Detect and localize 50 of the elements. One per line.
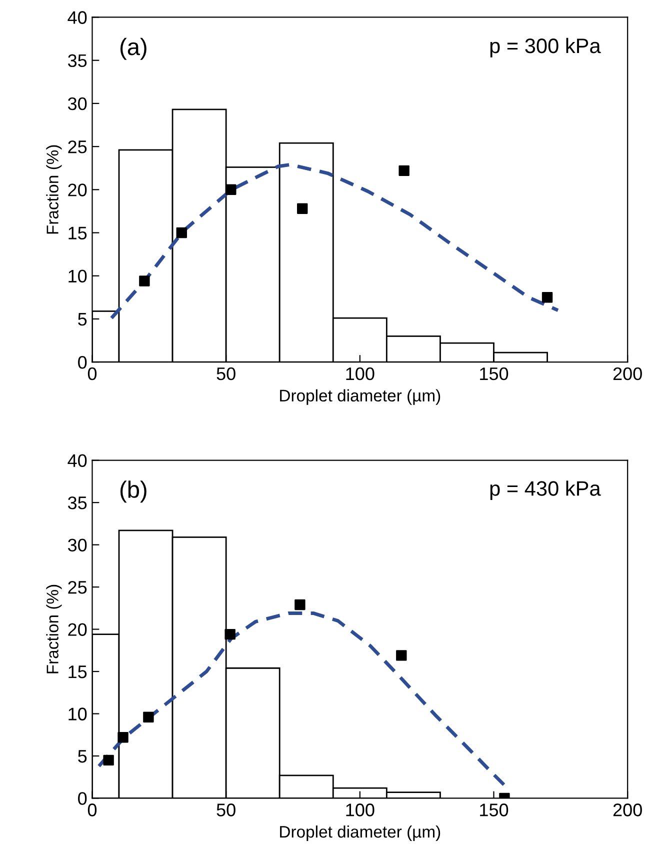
y-tick-label: 40: [68, 11, 87, 24]
x-tick-label: 50: [216, 804, 236, 816]
point: [176, 227, 187, 238]
x-tick-label: 100: [346, 367, 374, 380]
y-axis-title: Fraction (%): [46, 145, 62, 234]
point: [294, 599, 306, 610]
x-tick-label: 150: [480, 804, 508, 816]
annotation: (a): [120, 38, 146, 60]
annotation: (b): [120, 480, 146, 503]
x-tick-label: 0: [88, 804, 97, 816]
point: [118, 732, 128, 743]
x-tick-label: 50: [216, 367, 236, 380]
y-tick-label: 35: [68, 54, 87, 68]
point: [396, 650, 407, 661]
y-tick-label: 0: [78, 792, 87, 805]
point: [542, 292, 553, 303]
point: [143, 712, 154, 722]
line-series: [110, 162, 560, 320]
y-tick-label: 30: [68, 97, 87, 110]
y-tick-label: 30: [68, 538, 87, 552]
x-tick-label: 0: [88, 367, 97, 380]
y-tick-label: 10: [68, 708, 87, 720]
x-tick-label: 100: [346, 804, 374, 816]
y-tick-label: 5: [78, 750, 87, 763]
y-tick-label: 5: [78, 313, 87, 326]
point: [297, 203, 308, 214]
y-tick-label: 20: [68, 623, 87, 636]
y-tick-label: 25: [68, 140, 87, 154]
y-tick-label: 40: [68, 454, 87, 468]
point: [226, 184, 236, 195]
line-series: [97, 611, 506, 786]
y-tick-label: 15: [68, 226, 87, 240]
x-axis-title: Droplet diameter (µm): [280, 825, 440, 841]
y-tick-label: 10: [68, 270, 87, 283]
y-tick-label: 25: [68, 580, 87, 594]
point: [398, 165, 410, 176]
y-tick-label: 35: [68, 496, 87, 510]
y-tick-label: 20: [68, 184, 87, 196]
annotation: p = 430 kPa: [490, 480, 601, 500]
x-tick-label: 200: [613, 804, 642, 816]
point: [224, 628, 236, 640]
x-tick-label: 200: [613, 367, 642, 380]
y-tick-label: 0: [78, 356, 87, 369]
point: [103, 754, 114, 766]
y-axis-title: Fraction (%): [46, 584, 62, 674]
point: [139, 276, 150, 286]
x-axis-title: Droplet diameter (µm): [280, 389, 440, 405]
annotation: p = 300 kPa: [490, 38, 601, 58]
y-tick-label: 15: [68, 666, 87, 678]
x-tick-label: 150: [480, 367, 508, 380]
